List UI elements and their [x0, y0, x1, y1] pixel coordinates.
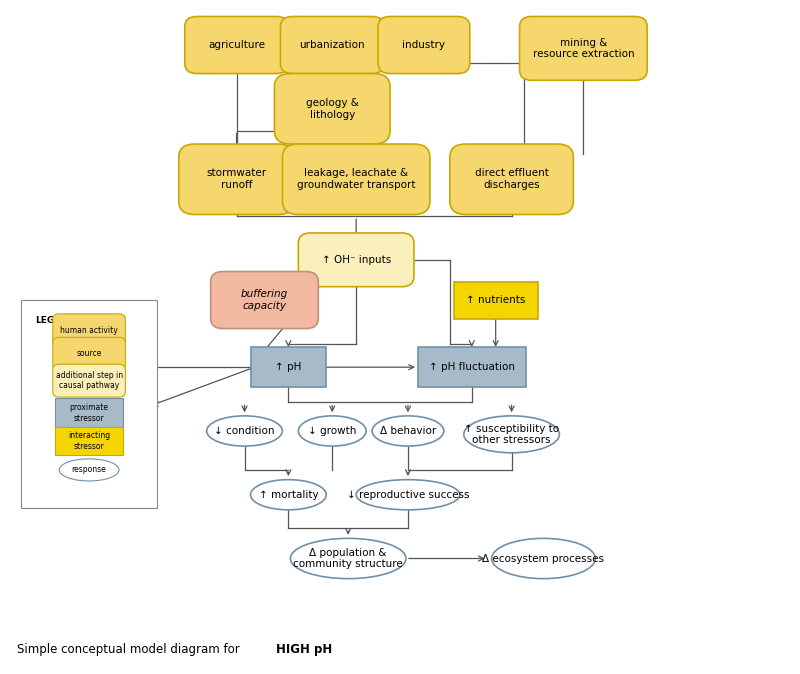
FancyBboxPatch shape: [454, 282, 538, 319]
Text: ↑ pH fluctuation: ↑ pH fluctuation: [429, 362, 514, 372]
FancyBboxPatch shape: [55, 398, 123, 427]
Text: ↑ unionized ammonia
(NH₃): ↑ unionized ammonia (NH₃): [35, 343, 150, 365]
FancyBboxPatch shape: [31, 386, 155, 423]
Text: HIGH pH: HIGH pH: [277, 643, 333, 656]
FancyBboxPatch shape: [418, 347, 526, 388]
Text: ↑ pH: ↑ pH: [275, 362, 302, 372]
FancyBboxPatch shape: [250, 347, 326, 388]
Text: ↓ condition: ↓ condition: [214, 426, 274, 436]
FancyBboxPatch shape: [31, 330, 155, 377]
FancyBboxPatch shape: [298, 233, 414, 286]
Text: ↓ reproductive success: ↓ reproductive success: [346, 490, 470, 499]
FancyBboxPatch shape: [53, 314, 126, 346]
Text: ↑ nutrients: ↑ nutrients: [466, 295, 526, 305]
Ellipse shape: [464, 416, 559, 453]
Text: ↑ susceptibility to
other stressors: ↑ susceptibility to other stressors: [464, 423, 559, 445]
Text: direct effluent
discharges: direct effluent discharges: [474, 168, 549, 190]
Text: mining &
resource extraction: mining & resource extraction: [533, 38, 634, 59]
FancyBboxPatch shape: [22, 300, 157, 508]
Text: Δ ecosystem processes: Δ ecosystem processes: [482, 553, 605, 563]
FancyBboxPatch shape: [210, 272, 318, 329]
Text: urbanization: urbanization: [299, 40, 365, 50]
Ellipse shape: [356, 480, 460, 510]
Text: buffering
capacity: buffering capacity: [241, 289, 288, 311]
Ellipse shape: [372, 416, 444, 446]
FancyBboxPatch shape: [282, 144, 430, 214]
FancyBboxPatch shape: [281, 16, 384, 73]
Ellipse shape: [298, 416, 366, 446]
Text: Δ behavior: Δ behavior: [380, 426, 436, 436]
Text: additional step in
causal pathway: additional step in causal pathway: [55, 371, 122, 390]
FancyBboxPatch shape: [450, 144, 574, 214]
Text: geology &
lithology: geology & lithology: [306, 98, 358, 119]
Text: LEGEND: LEGEND: [35, 315, 75, 324]
Ellipse shape: [492, 539, 595, 579]
Text: response: response: [72, 466, 106, 474]
FancyBboxPatch shape: [274, 73, 390, 144]
FancyBboxPatch shape: [178, 144, 294, 214]
Ellipse shape: [250, 480, 326, 510]
Text: interacting
stressor: interacting stressor: [68, 431, 110, 451]
Text: ↑ OH⁻ inputs: ↑ OH⁻ inputs: [322, 255, 390, 265]
Ellipse shape: [206, 416, 282, 446]
Ellipse shape: [290, 539, 406, 579]
FancyBboxPatch shape: [55, 427, 123, 456]
Text: human activity: human activity: [60, 326, 118, 335]
Text: proximate
stressor: proximate stressor: [70, 403, 109, 423]
Text: source: source: [76, 349, 102, 359]
FancyBboxPatch shape: [53, 364, 126, 397]
FancyBboxPatch shape: [185, 16, 288, 73]
FancyBboxPatch shape: [53, 337, 126, 370]
Text: Δ population &
community structure: Δ population & community structure: [294, 548, 403, 570]
FancyBboxPatch shape: [378, 16, 470, 73]
Text: agriculture: agriculture: [208, 40, 265, 50]
Text: stormwater
runoff: stormwater runoff: [206, 168, 266, 190]
Text: ↑ ionic strength: ↑ ionic strength: [51, 399, 135, 409]
Ellipse shape: [59, 459, 119, 481]
FancyBboxPatch shape: [519, 16, 647, 80]
Text: ↑ mortality: ↑ mortality: [258, 490, 318, 499]
Text: Simple conceptual model diagram for: Simple conceptual model diagram for: [18, 643, 244, 656]
Text: ↓ growth: ↓ growth: [308, 426, 357, 436]
Text: industry: industry: [402, 40, 446, 50]
Text: leakage, leachate &
groundwater transport: leakage, leachate & groundwater transpor…: [297, 168, 415, 190]
